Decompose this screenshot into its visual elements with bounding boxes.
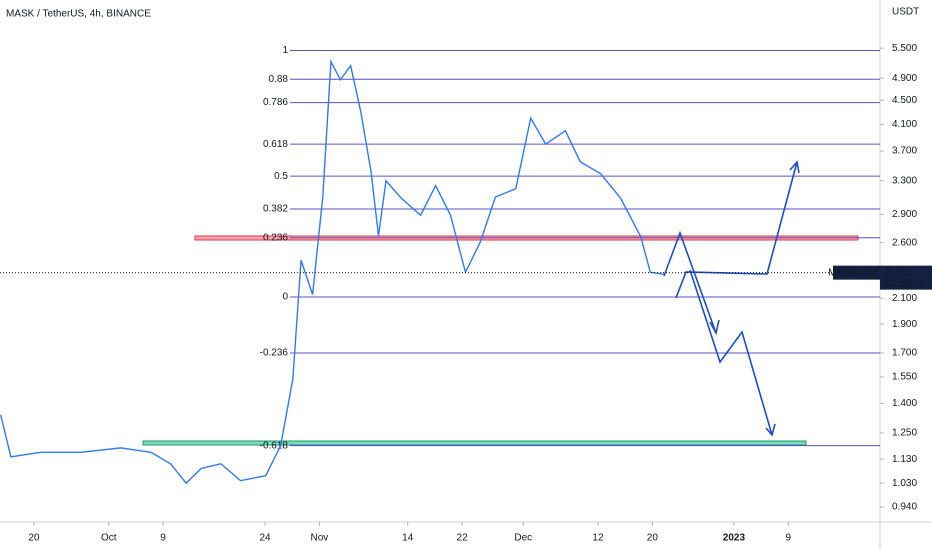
- arrow-head: [765, 423, 776, 437]
- arrow-head: [789, 160, 800, 174]
- arrow-head: [709, 319, 720, 336]
- y-tick-label: 5.500: [892, 43, 917, 54]
- y-tick-label: 4.900: [892, 73, 917, 84]
- y-tick-label: 3.700: [892, 146, 917, 157]
- y-tick-label: 4.500: [892, 95, 917, 106]
- y-tick-label: 1.550: [892, 372, 917, 383]
- fib-label: 0.382: [263, 204, 288, 215]
- x-tick-label: Nov: [310, 533, 328, 544]
- x-tick-label: 2023: [723, 533, 746, 544]
- fib-label: 1: [282, 45, 288, 56]
- fib-label: -0.236: [260, 348, 289, 359]
- y-tick-label: 3.300: [892, 175, 917, 186]
- fib-label: 0.88: [269, 74, 289, 85]
- fib-label: -0.618: [260, 440, 289, 451]
- y-tick-label: 1.250: [892, 428, 917, 439]
- y-tick-label: 2.900: [892, 209, 917, 220]
- y-tick-label: 2.100: [892, 293, 917, 304]
- x-tick-label: 22: [457, 533, 469, 544]
- y-tick-label: 1.900: [892, 319, 917, 330]
- last-price: 2.317: [886, 267, 911, 278]
- x-tick-label: 24: [259, 533, 271, 544]
- support-zone: [142, 440, 807, 446]
- countdown: 01:59:37: [886, 278, 925, 289]
- chart-title: MASK / TetherUS, 4h, BINANCE: [6, 9, 151, 20]
- forecast-path: [663, 230, 717, 334]
- y-tick-label: 2.600: [892, 237, 917, 248]
- fib-label: 0.236: [263, 232, 288, 243]
- x-tick-label: 12: [592, 533, 604, 544]
- y-tick-label: 1.030: [892, 478, 917, 489]
- symbol-name: MASKUSDT: [828, 267, 884, 278]
- y-tick-label: 1.130: [892, 454, 917, 465]
- price-line: [0, 59, 666, 485]
- x-tick-label: 20: [647, 533, 659, 544]
- fib-label: 0.618: [263, 139, 288, 150]
- forecast-path: [689, 269, 773, 436]
- axis-unit: USDT: [892, 7, 919, 18]
- fib-label: 0.786: [263, 97, 288, 108]
- y-tick-label: 4.100: [892, 119, 917, 130]
- symbol-tag: [833, 265, 880, 280]
- y-tick-label: 1.400: [892, 398, 917, 409]
- x-tick-label: Dec: [514, 533, 532, 544]
- y-tick-label: 0.940: [892, 502, 917, 513]
- x-tick-label: 9: [785, 533, 791, 544]
- x-tick-label: 9: [160, 533, 166, 544]
- price-tag: [880, 265, 932, 290]
- x-tick-label: Oct: [101, 533, 117, 544]
- x-tick-label: 20: [28, 533, 40, 544]
- forecast-arrows: [663, 160, 800, 437]
- fib-label: 0: [282, 292, 288, 303]
- x-tick-label: 14: [402, 533, 414, 544]
- fib-label: 0.5: [274, 171, 288, 182]
- y-tick-label: 1.700: [892, 348, 917, 359]
